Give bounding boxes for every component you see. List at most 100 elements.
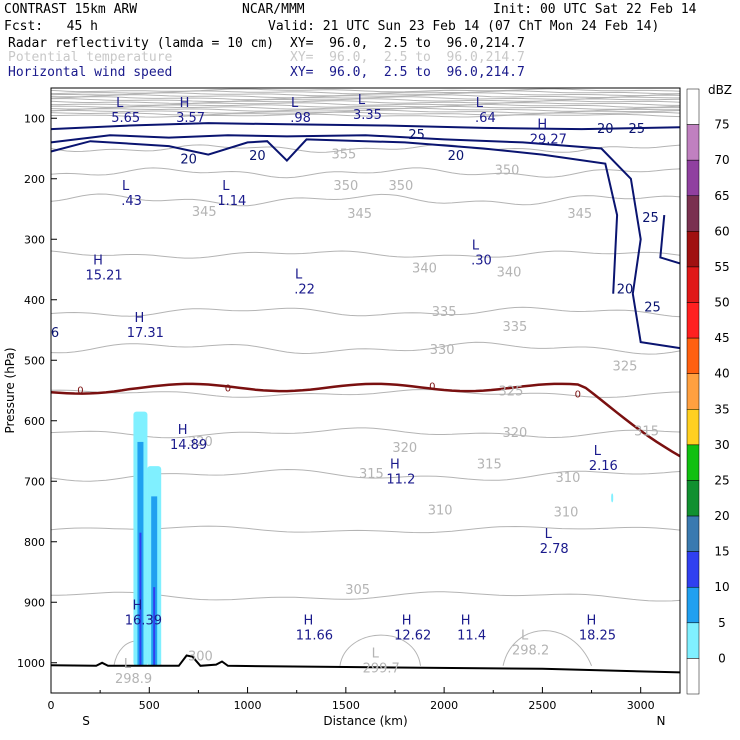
x-axis-label: Distance (km) (323, 714, 407, 728)
wind-speed-label: 20 (617, 282, 634, 297)
extremum-marker: L (295, 267, 303, 282)
axes: 0 500 1000 1500 2000 2500 30001002003004005006… (3, 112, 665, 728)
theta-label: 345 (347, 207, 372, 222)
wind-speed-label: 20 (249, 149, 266, 164)
extremum-value: 17.31 (127, 326, 164, 341)
top-contour-line (50, 105, 680, 110)
colorbar-swatch (686, 266, 700, 303)
extremum-marker: L (372, 647, 380, 662)
theta-label: 325 (613, 359, 638, 374)
extremum-marker: H (180, 96, 190, 111)
extremum-marker: H (304, 613, 314, 628)
colorbar-swatch (686, 195, 700, 232)
contour-labels: 355 350 350 350 345 345 345 340 340 335 335 330 325 3… (51, 122, 661, 665)
reflectivity-core-strong (139, 532, 142, 666)
extremum-value: 298.9 (115, 672, 152, 687)
wind-speed-label: 25 (642, 211, 659, 226)
south-end-label: S (82, 714, 90, 728)
freezing-level-label: 0 (77, 385, 83, 396)
colorbar-swatch (686, 302, 700, 339)
theta-contour-330 (50, 341, 681, 355)
top-contour-line (50, 109, 681, 114)
freezing-level-line (50, 382, 681, 458)
colorbar-tick-label: 75 (714, 118, 729, 132)
field-theta-name: Potential temperature (8, 50, 173, 65)
extremum-marker: L (116, 96, 124, 111)
freezing-level-label: 0 (575, 390, 581, 401)
y-tick-label: 700 (24, 475, 45, 488)
plot-frame (50, 87, 681, 694)
theta-contour-320 (50, 427, 681, 439)
y-tick-label: 800 (24, 536, 45, 549)
colorbar-swatch (686, 480, 700, 517)
theta-label: 335 (502, 320, 527, 335)
extremum-value: .98 (290, 111, 311, 126)
wind-speed-label: 25 (408, 128, 425, 143)
edge-contour-label: 6 (51, 326, 59, 341)
reflectivity-core-strong (153, 587, 156, 666)
theta-label: 300 (188, 650, 213, 665)
center-title: NCAR/MMM (242, 2, 305, 17)
extremum-value: .22 (294, 282, 315, 297)
extremum-value: 5.65 (111, 111, 140, 126)
extremum-marker: L (291, 96, 299, 111)
colorbar-unit: dBZ (708, 83, 732, 97)
wind-contour-line (50, 122, 681, 131)
wind-contour-line (50, 134, 681, 350)
extremum-value: 298.2 (512, 644, 549, 659)
field-reflectivity-name: Radar reflectivity (lamda = 10 cm) (8, 36, 275, 51)
theta-closed-cell (339, 634, 422, 666)
extremum-value: 16.39 (125, 613, 162, 628)
theta-label: 310 (554, 506, 579, 521)
extremum-marker: L (476, 96, 484, 111)
extremum-value: .64 (475, 111, 496, 126)
wind-contours (50, 122, 681, 350)
reflectivity-cells (133, 411, 614, 666)
extremum-marker: L (472, 238, 480, 253)
theta-label: 315 (477, 457, 502, 472)
colorbar-swatch (686, 159, 700, 197)
colorbar-swatch (686, 337, 700, 374)
colorbar-swatch (686, 124, 700, 161)
colorbar-swatch (686, 515, 700, 552)
extremum-value: 29.27 (530, 132, 567, 147)
wind-contour-line (50, 138, 619, 294)
wind-contour-line (659, 214, 681, 265)
freezing-level-label: 0 (225, 383, 231, 394)
extremum-value: 3.57 (176, 111, 205, 126)
wind-speed-label: 25 (644, 301, 661, 316)
terrain-profile (50, 654, 681, 674)
theta-label: 340 (412, 261, 437, 276)
colorbar-tick-label: 40 (714, 367, 729, 381)
theta-label: 320 (392, 441, 417, 456)
colorbar-tick-label: 70 (714, 153, 729, 167)
wind-speed-label: 20 (597, 122, 614, 137)
extremum-marker: L (222, 179, 230, 194)
colorbar-tick-label: 30 (714, 438, 729, 452)
theta-label: 345 (192, 205, 217, 220)
top-contour-line (50, 94, 681, 99)
extremum-value: 14.89 (170, 438, 207, 453)
extremum-marker: H (132, 598, 142, 613)
x-tick-label: 1000 (234, 699, 262, 712)
theta-label: 340 (497, 266, 522, 281)
x-tick-label: 0 (48, 699, 55, 712)
theta-label: 345 (567, 207, 592, 222)
top-dense-contours (50, 88, 681, 118)
field-wind-name: Horizontal wind speed (8, 65, 173, 80)
extremum-value: .43 (121, 194, 142, 209)
colorbar-tick-label: 20 (714, 509, 729, 523)
extremum-value: 11.2 (386, 472, 415, 487)
colorbar-tick-label: 45 (714, 331, 729, 345)
field-wind-xy: XY= 96.0, 2.5 to 96.0,214.7 (290, 65, 525, 80)
y-tick-label: 200 (24, 173, 45, 186)
colorbar-swatch (686, 231, 700, 268)
extremum-marker: H (587, 613, 597, 628)
wind-speed-label: 20 (448, 149, 465, 164)
colorbar-tick-label: 0 (718, 651, 726, 665)
theta-contour-335 (50, 306, 681, 318)
theta-label: 350 (333, 179, 358, 194)
extremum-value: 11.66 (296, 628, 333, 643)
